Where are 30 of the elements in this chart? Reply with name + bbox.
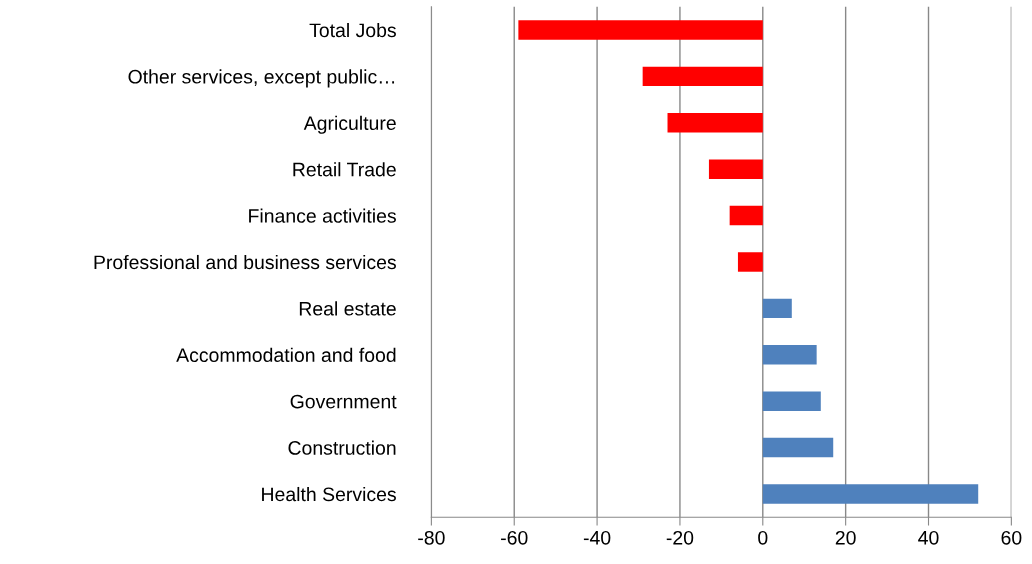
- bar: [762, 345, 817, 365]
- x-tick-label: -40: [583, 530, 611, 545]
- x-tick-label: 0: [758, 530, 768, 545]
- x-tick-label: 60: [1001, 530, 1022, 545]
- y-tick-label: Health Services: [262, 486, 396, 502]
- y-tick-label: Retail Trade: [293, 162, 396, 177]
- bar: [708, 159, 763, 179]
- y-tick-label: Government: [290, 394, 397, 409]
- y-tick-label: Finance activities: [249, 208, 396, 223]
- x-tick-label: -80: [418, 530, 445, 545]
- bar: [518, 20, 763, 40]
- y-tick-label: Total Jobs: [309, 22, 396, 38]
- bar: [729, 205, 763, 226]
- bar: [642, 66, 763, 87]
- y-tick-label: Accommodation and food: [176, 347, 396, 363]
- bar: [762, 437, 834, 458]
- y-tick-label: Real estate: [299, 301, 396, 316]
- bar: [667, 113, 763, 133]
- x-tick-label: -20: [666, 530, 694, 545]
- x-tick-label: -60: [501, 530, 528, 545]
- bar: [737, 252, 763, 272]
- y-tick-label: Professional and business services: [94, 254, 396, 270]
- y-tick-label: Construction: [288, 440, 396, 455]
- bar: [762, 391, 821, 411]
- x-tick-label: 20: [835, 530, 856, 545]
- y-tick-label: Other services, except public…: [128, 69, 395, 88]
- y-tick-label: Agriculture: [303, 115, 396, 134]
- x-tick-label: 40: [918, 530, 939, 545]
- bar: [762, 484, 979, 504]
- bar: [762, 298, 792, 319]
